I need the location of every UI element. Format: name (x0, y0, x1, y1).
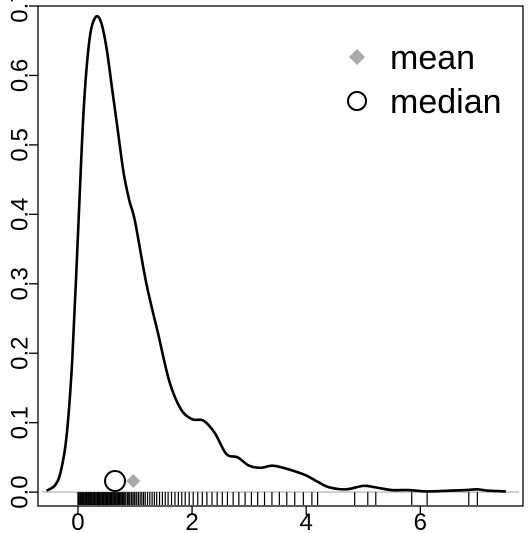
y-axis: 0.0 0.1 0.2 0.3 0.4 0.5 0.6 0.7 (7, 0, 38, 509)
x-tick-label: 2 (185, 509, 198, 533)
summary-markers (104, 470, 141, 492)
y-tick-label: 0.3 (7, 267, 34, 300)
y-tick-label: 0.2 (7, 337, 34, 370)
legend-label: median (390, 83, 502, 121)
y-tick-label: 0.7 (7, 0, 34, 23)
y-tick-label: 0.1 (7, 406, 34, 439)
x-tick-label: 4 (299, 509, 312, 533)
legend-label: mean (390, 39, 475, 77)
x-tick-label: 0 (71, 509, 84, 533)
y-tick-label: 0.4 (7, 198, 34, 231)
density-line (45, 14, 506, 493)
legend-mean-symbol (349, 49, 365, 65)
legend: mean median (347, 39, 502, 121)
y-tick-label: 0.0 (7, 475, 34, 508)
x-tick-label: 6 (414, 509, 427, 533)
mean-marker (126, 474, 141, 488)
median-marker (104, 470, 127, 492)
plot-border (37, 5, 524, 507)
x-axis: 0 2 4 6 (71, 506, 427, 533)
legend-median-symbol (347, 91, 367, 111)
rug-ticks (77, 492, 478, 505)
density-curve (45, 14, 506, 493)
y-tick-label: 0.6 (7, 59, 34, 92)
plot-frame (37, 5, 524, 507)
y-tick-label: 0.5 (7, 128, 34, 161)
